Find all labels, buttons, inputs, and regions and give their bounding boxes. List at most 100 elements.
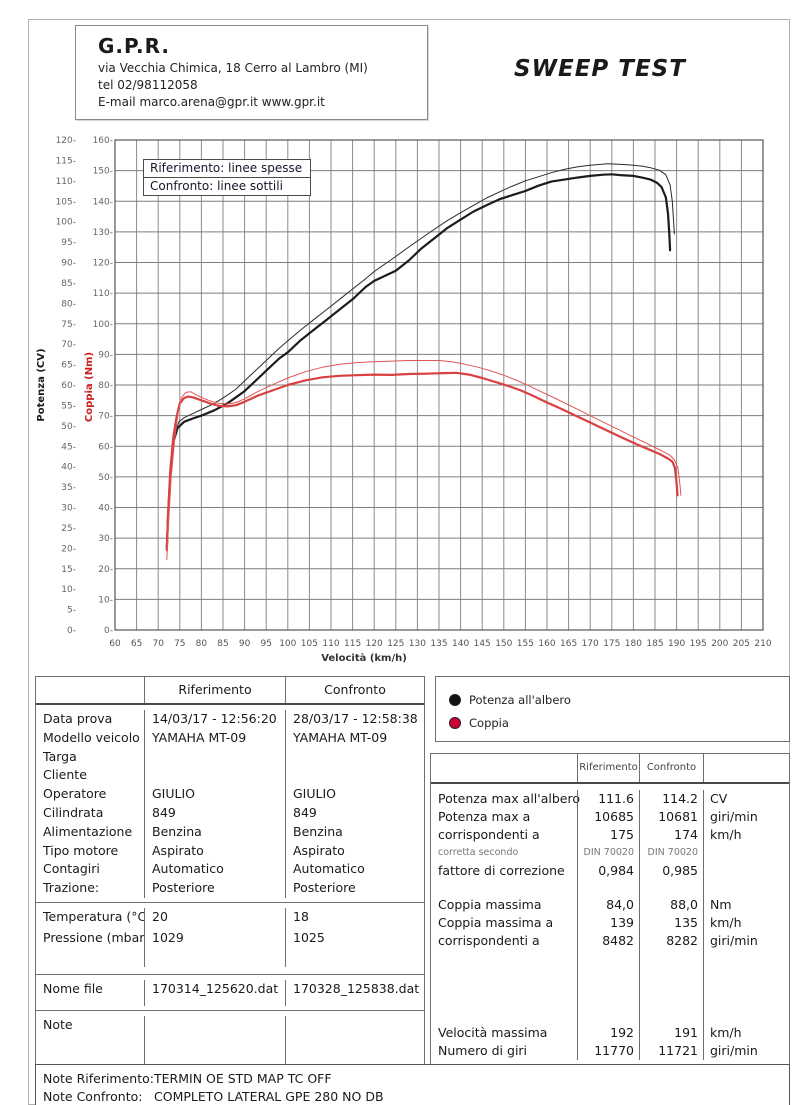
info-value-confronto: Automatico [285, 860, 424, 880]
info-value-confronto: Posteriore [285, 879, 424, 898]
info-table-header: Riferimento Confronto [36, 677, 424, 705]
power-tick-label: 75- [61, 320, 76, 330]
speed-tick-label: 110 [322, 639, 339, 649]
results-value-riferimento: 111.6 [577, 790, 639, 808]
dyno-chart: 0- 5- 10- 15- 20- 25- 30- 35- 40- 45- 50- 55- 60- 65-… [30, 135, 790, 665]
series-legend-box: Potenza all'albero Coppia [435, 676, 790, 742]
info-value-riferimento: Aspirato [144, 841, 285, 861]
torque-tick-label: 30- [98, 534, 113, 544]
power-tick-label: 90- [61, 259, 76, 269]
results-value-riferimento: 11770 [577, 1042, 639, 1060]
speed-tick-label: 145 [474, 639, 491, 649]
info-header-empty [36, 677, 144, 703]
curve-coppia-riferimento [165, 371, 679, 552]
results-value-riferimento: 139 [577, 914, 639, 932]
speed-tick-label: 180 [625, 639, 642, 649]
x-axis-label: Velocità (km/h) [321, 652, 407, 664]
info-value-confronto [285, 766, 424, 786]
curve-coppia-confronto [166, 360, 682, 561]
info-cell-filler [285, 1038, 424, 1084]
results-unit [703, 844, 789, 862]
info-value-riferimento: Posteriore [144, 879, 285, 898]
info-value-confronto: 18 [285, 908, 424, 929]
power-tick-label: 10- [61, 585, 76, 595]
info-cell-filler [144, 1038, 285, 1084]
power-tick-label: 110- [56, 177, 76, 187]
results-row-label: Potenza max a [438, 809, 531, 824]
speed-tick-label: 70 [152, 639, 164, 649]
info-field-label: Cliente [43, 767, 87, 783]
speed-tick-label: 135 [430, 639, 447, 649]
torque-tick-label: 120- [93, 259, 113, 269]
plot-border [114, 139, 764, 631]
results-unit: CV [703, 790, 789, 808]
results-table-header: Riferimento Confronto [431, 754, 789, 784]
results-unit: km/h [703, 826, 789, 844]
speed-tick-label: 195 [690, 639, 707, 649]
results-value-confronto: 8282 [639, 932, 703, 950]
results-value-confronto: 135 [639, 914, 703, 932]
power-tick-label: 95- [61, 238, 76, 248]
results-row-label: Velocità massima [438, 1025, 548, 1040]
info-field-label: Data prova [43, 711, 113, 726]
chart-legend-confronto: Confronto: linee sottili [144, 177, 310, 195]
speed-tick-label: 125 [387, 639, 404, 649]
info-value-riferimento: GIULIO [144, 785, 285, 804]
speed-tick-label: 85 [217, 639, 228, 649]
results-header-empty [431, 754, 577, 782]
info-field-label: Trazione: [43, 880, 100, 896]
speed-tick-label: 160 [538, 639, 555, 649]
speed-tick-label: 80 [196, 639, 208, 649]
info-value-riferimento [144, 766, 285, 786]
results-header-riferimento: Riferimento [577, 754, 639, 782]
speed-tick-label: 65 [131, 639, 142, 649]
info-value-confronto: YAMAHA MT-09 [285, 728, 424, 748]
results-value-confronto: 191 [639, 1024, 703, 1042]
power-tick-label: 30- [61, 504, 76, 514]
power-dot-icon [449, 693, 461, 706]
power-tick-label: 0- [67, 626, 76, 636]
info-value-riferimento: 849 [144, 803, 285, 823]
torque-tick-label: 70- [98, 412, 113, 422]
results-header-unit [703, 754, 789, 782]
power-axis-label: Potenza (CV) [36, 348, 47, 421]
results-header-confronto: Confronto [639, 754, 703, 782]
speed-tick-label: 190 [668, 639, 685, 649]
info-value-confronto: GIULIO [285, 785, 424, 804]
results-spacer [577, 880, 639, 896]
report-title: SWEEP TEST [514, 56, 686, 82]
chart-legend-riferimento: Riferimento: linee spesse [150, 161, 303, 175]
torque-tick-label: 0- [104, 626, 113, 636]
info-field-label: Contagiri [43, 861, 100, 877]
info-cell-filler [36, 950, 144, 967]
info-value-confronto [285, 1016, 424, 1039]
info-field-label: Alimentazione [43, 823, 133, 839]
company-phone: tel 02/98112058 [98, 78, 198, 92]
torque-tick-label: 80- [98, 381, 113, 391]
speed-tick-label: 200 [711, 639, 728, 649]
torque-dot-icon [449, 716, 461, 729]
speed-tick-label: 185 [646, 639, 663, 649]
chart-canvas: 0- 5- 10- 15- 20- 25- 30- 35- 40- 45- 50- 55- 60- 65-… [36, 136, 772, 664]
results-unit: km/h [703, 914, 789, 932]
results-row-label: fattore di correzione [438, 863, 565, 878]
torque-axis-label: Coppia (Nm) [84, 352, 95, 422]
results-row-label: corrispondenti a [438, 933, 540, 948]
legend-torque-label: Coppia [469, 715, 509, 730]
info-field-label: Pressione (mbar) [43, 930, 144, 945]
info-value-riferimento [144, 747, 285, 767]
torque-tick-label: 40- [98, 504, 113, 514]
speed-tick-label: 115 [344, 639, 361, 649]
results-row-label: Coppia massima a [438, 915, 554, 930]
speed-tick-label: 170 [582, 639, 599, 649]
power-tick-label: 65- [61, 361, 76, 371]
info-value-confronto: 28/03/17 - 12:58:38 [285, 710, 424, 729]
legend-item-torque: Coppia [449, 711, 789, 734]
results-value-riferimento: 175 [577, 826, 639, 844]
info-field-label: Targa [43, 748, 77, 764]
info-value-confronto [285, 747, 424, 767]
info-value-riferimento: YAMAHA MT-09 [144, 728, 285, 748]
torque-tick-label: 160- [93, 136, 113, 146]
speed-tick-label: 90 [239, 639, 251, 649]
results-spacer [639, 880, 703, 896]
